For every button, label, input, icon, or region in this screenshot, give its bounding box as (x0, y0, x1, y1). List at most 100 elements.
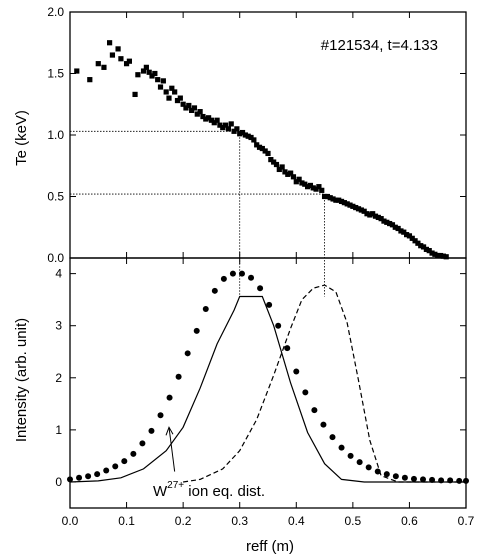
xtick-label: 0.0 (62, 514, 79, 528)
xlabel: reff (m) (246, 538, 294, 555)
te-data-point (299, 180, 305, 186)
measured-intensity-point (229, 270, 236, 277)
top-annotation: #121534, t=4.133 (321, 37, 438, 54)
te-data-point (123, 61, 130, 67)
te-data-point (355, 206, 362, 212)
te-data-point (220, 125, 226, 131)
te-data-point (183, 105, 189, 111)
te-data-point (364, 211, 370, 217)
measured-intensity-point (447, 477, 454, 484)
measured-intensity-point (320, 421, 327, 428)
te-data-point (435, 252, 441, 259)
bottom-ytick-label: 3 (55, 319, 62, 333)
te-data-point (293, 179, 299, 185)
te-data-point (276, 166, 282, 173)
te-data-point (372, 213, 379, 219)
te-data-point (319, 187, 325, 193)
te-data-point (344, 201, 350, 207)
measured-intensity-point (302, 389, 309, 396)
te-data-point (208, 117, 215, 123)
te-data-point (126, 58, 132, 64)
measured-intensity-point (184, 350, 191, 357)
te-data-point (239, 129, 246, 136)
te-data-point (347, 202, 353, 208)
species-label-rest: ion eq. dist. (184, 483, 265, 500)
te-data-point (333, 197, 339, 203)
te-data-point (409, 235, 415, 241)
measured-intensity-point (175, 373, 182, 380)
te-data-point (146, 69, 152, 75)
te-data-point (186, 102, 192, 109)
te-data-point (307, 182, 314, 189)
measured-intensity-point (85, 473, 92, 480)
te-data-point (423, 246, 429, 252)
measured-intensity-point (374, 468, 381, 475)
measured-intensity-point (456, 477, 463, 484)
te-data-point (392, 224, 398, 230)
te-data-point (163, 89, 169, 95)
dashed-intensity-line (183, 284, 466, 483)
measured-intensity-point (130, 450, 137, 457)
te-data-point (268, 157, 274, 163)
te-data-point (237, 131, 243, 137)
te-data-point (211, 120, 217, 126)
te-data-point (152, 70, 158, 77)
te-data-point (174, 97, 181, 104)
measured-intensity-point (157, 412, 164, 419)
measured-intensity-point (112, 463, 119, 470)
measured-intensity-point (139, 440, 146, 447)
measured-intensity-point (275, 322, 282, 329)
te-data-point (321, 193, 328, 200)
te-data-point (262, 148, 268, 154)
measured-intensity-point (429, 476, 436, 483)
species-label-base: W (153, 483, 168, 500)
te-data-point (231, 128, 237, 134)
te-data-point (338, 198, 345, 205)
te-data-point (259, 145, 265, 152)
measured-intensity-point (401, 474, 408, 481)
measured-intensity-point (338, 444, 345, 451)
measured-intensity-point (76, 474, 83, 481)
te-data-point (358, 207, 364, 213)
te-data-point (350, 203, 356, 209)
te-data-point (115, 46, 121, 52)
bottom-ytick-label: 2 (55, 371, 62, 385)
te-data-point (271, 159, 277, 165)
te-data-point (282, 169, 288, 175)
te-data-point (401, 229, 407, 235)
te-data-point (180, 101, 186, 107)
te-data-point (378, 216, 384, 222)
xtick-label: 0.5 (345, 514, 362, 528)
te-data-point (189, 107, 195, 113)
measured-intensity-point (329, 434, 336, 441)
measured-intensity-point (365, 464, 372, 471)
te-data-point (206, 115, 212, 121)
te-data-point (387, 220, 393, 227)
measured-intensity-point (238, 270, 245, 277)
te-data-point (296, 176, 302, 182)
bottom-ytick-label: 1 (55, 423, 62, 437)
te-data-point (279, 164, 285, 170)
te-data-point (177, 95, 183, 101)
te-data-point (395, 225, 401, 232)
guide-lines (70, 130, 325, 297)
top-ytick-label: 0.0 (47, 251, 64, 265)
annotation-arrow-shaft (168, 427, 176, 472)
species-label: W27+ ion eq. dist. (153, 480, 265, 500)
measured-intensity-point (103, 467, 110, 474)
te-data-point (273, 161, 280, 168)
te-data-point (74, 68, 80, 74)
te-data-point (330, 196, 336, 202)
te-data-point (256, 144, 263, 150)
te-data-point (375, 214, 381, 221)
te-data-point (172, 89, 178, 95)
measured-intensity-point (67, 476, 73, 483)
te-data-point (197, 109, 203, 115)
xtick-label: 0.7 (458, 514, 475, 528)
te-data-point (101, 64, 107, 70)
top-ytick-label: 1.0 (47, 128, 64, 142)
measured-intensity-point (293, 368, 300, 375)
te-data-point (313, 186, 319, 192)
te-data-point (248, 134, 254, 141)
te-data-point (242, 132, 248, 138)
